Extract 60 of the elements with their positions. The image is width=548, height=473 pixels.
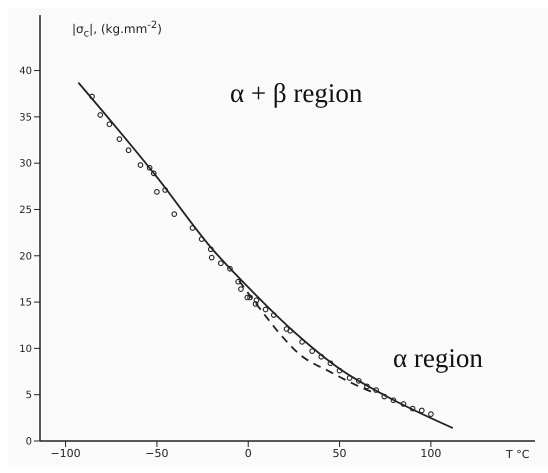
point [428, 411, 434, 417]
y-tick-label: 15 [19, 298, 32, 309]
point [284, 326, 290, 332]
x-tick-label: −50 [145, 446, 169, 460]
point [400, 401, 406, 407]
annotation: α + β region [230, 78, 362, 109]
point [410, 406, 416, 412]
point [252, 301, 258, 307]
point [218, 260, 224, 266]
point [97, 112, 104, 118]
point [299, 339, 305, 345]
point [162, 187, 168, 193]
point [254, 297, 260, 304]
point [116, 136, 122, 142]
point [328, 360, 334, 366]
y-tick-label: 40 [19, 66, 32, 78]
x-axis-title: T °C [506, 448, 530, 461]
point [309, 348, 316, 354]
point [198, 236, 204, 242]
y-tick-label: 0 [26, 436, 32, 448]
y-tick-label: 5 [26, 390, 32, 402]
x-tick-label: 0 [244, 446, 252, 460]
x-tick-label: 100 [420, 446, 442, 460]
point [208, 254, 215, 260]
y-tick-label: 10 [19, 344, 32, 355]
y-tick-label: 35 [19, 112, 32, 124]
x-tick-label: −100 [50, 446, 81, 460]
point [150, 170, 157, 176]
y-tick-label: 30 [19, 158, 32, 170]
point [336, 368, 342, 374]
point [418, 408, 425, 414]
point [235, 278, 242, 285]
point [373, 387, 379, 393]
point [346, 375, 352, 381]
x-tick-label: 50 [332, 446, 347, 460]
point [106, 121, 112, 128]
point [138, 162, 144, 168]
y-tick-label: 20 [19, 251, 32, 262]
point [227, 266, 233, 272]
point [318, 354, 324, 360]
y-axis-title: |σ$_{c}$|, (kg.mm$^{-2}$) [72, 20, 162, 40]
point [208, 246, 214, 252]
y-tick-label: 25 [19, 205, 32, 216]
point [146, 164, 152, 171]
point [126, 147, 132, 154]
point [262, 306, 268, 312]
point [364, 384, 370, 390]
point [381, 394, 388, 400]
point [287, 328, 294, 334]
point [190, 225, 196, 231]
point [154, 189, 160, 195]
point [171, 211, 178, 217]
point [238, 286, 244, 292]
point [356, 378, 362, 384]
point [89, 94, 95, 100]
point [247, 294, 253, 300]
point [390, 397, 396, 404]
annotation: α region [393, 343, 483, 374]
point [270, 312, 277, 318]
point [244, 294, 250, 300]
